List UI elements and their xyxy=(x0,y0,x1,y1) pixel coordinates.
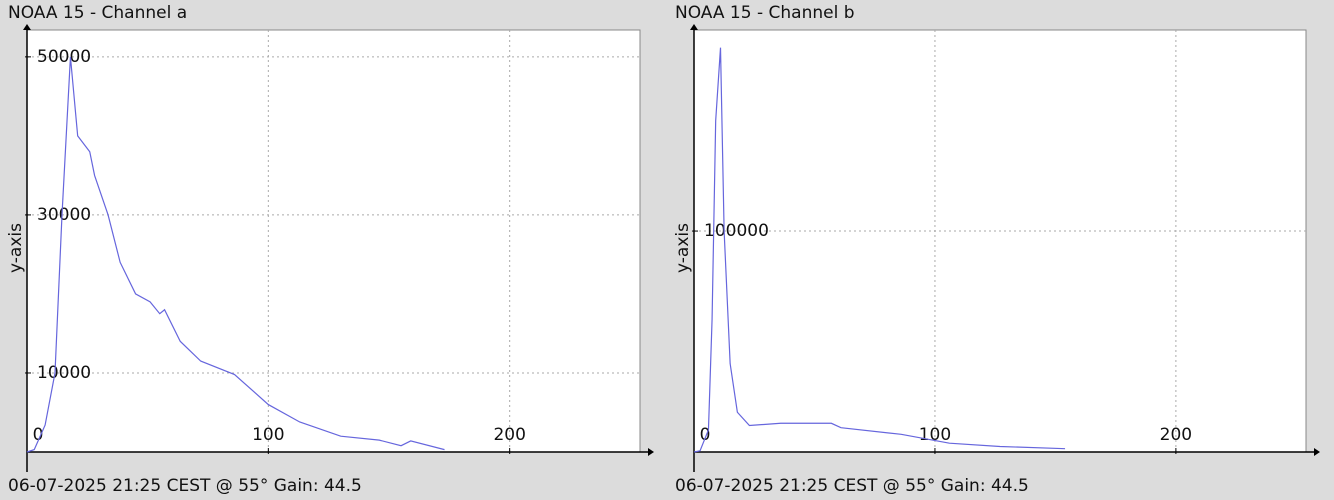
x-tick-label: 0 xyxy=(700,425,711,445)
y-axis-title: y-axis xyxy=(6,223,26,273)
x-tick-label: 100 xyxy=(252,425,284,445)
x-arrow xyxy=(648,448,654,456)
x-tick-label: 200 xyxy=(493,425,525,445)
y-tick-label: 10000 xyxy=(37,363,91,383)
chart-title: NOAA 15 - Channel a xyxy=(8,3,187,23)
x-arrow xyxy=(1314,448,1320,456)
data-line xyxy=(26,56,445,453)
x-tick-label: 0 xyxy=(33,425,44,445)
data-line xyxy=(693,47,1066,453)
footer: 06-07-2025 21:25 CEST @ 55° Gain: 44.5 xyxy=(675,476,1029,496)
y-axis-title: y-axis xyxy=(673,223,693,273)
x-tick-label: 200 xyxy=(1160,425,1192,445)
y-tick-label: 50000 xyxy=(37,47,91,67)
y-arrow xyxy=(690,24,698,30)
plot-area xyxy=(26,29,641,453)
plot-area xyxy=(693,29,1307,453)
y-tick-label: 100000 xyxy=(704,221,769,241)
y-arrow xyxy=(23,24,31,30)
y-tick-label: 30000 xyxy=(37,205,91,225)
footer: 06-07-2025 21:25 CEST @ 55° Gain: 44.5 xyxy=(8,476,362,496)
chart-title: NOAA 15 - Channel b xyxy=(675,3,855,23)
x-tick-label: 100 xyxy=(919,425,951,445)
